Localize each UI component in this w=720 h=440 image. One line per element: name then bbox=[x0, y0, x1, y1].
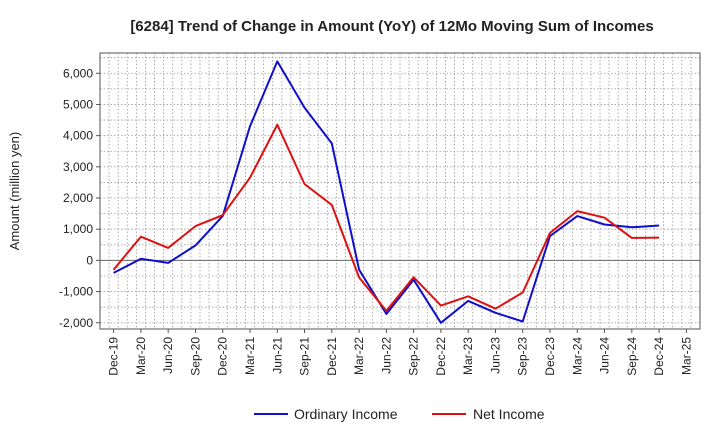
x-tick-label: Jun-20 bbox=[161, 337, 175, 374]
x-tick-label: Jun-21 bbox=[270, 337, 284, 374]
legend: Ordinary Income Net Income bbox=[254, 406, 545, 422]
x-tick-label: Dec-20 bbox=[216, 337, 230, 376]
x-tick-label: Sep-21 bbox=[298, 337, 312, 376]
legend-label-net-income: Net Income bbox=[473, 406, 545, 422]
gridlines bbox=[100, 53, 700, 329]
x-tick-label: Mar-20 bbox=[134, 337, 148, 375]
chart-title: [6284] Trend of Change in Amount (YoY) o… bbox=[130, 18, 653, 35]
x-tick-label: Sep-24 bbox=[625, 337, 639, 376]
x-tick-label: Jun-22 bbox=[379, 337, 393, 374]
x-tick-label: Mar-24 bbox=[570, 337, 584, 375]
y-tick-label: 5,000 bbox=[63, 97, 93, 111]
x-tick-label: Mar-25 bbox=[679, 337, 693, 375]
legend-label-ordinary-income: Ordinary Income bbox=[294, 406, 398, 422]
y-tick-label: -2,000 bbox=[59, 316, 93, 330]
x-axis-ticks: Dec-19 Mar-20 Jun-20 Sep-20 Dec-20 Mar-21 Jun-… bbox=[107, 329, 693, 376]
x-tick-label: Sep-23 bbox=[516, 337, 530, 376]
x-tick-label: Sep-20 bbox=[188, 337, 202, 376]
y-axis-ticks: -2,000 -1,000 0 1,000 2,000 3,000 4,000 5,000 6,… bbox=[59, 66, 100, 330]
x-tick-label: Jun-23 bbox=[488, 337, 502, 374]
x-tick-label: Jun-24 bbox=[598, 337, 612, 374]
x-tick-label: Mar-23 bbox=[461, 337, 475, 375]
y-tick-label: 0 bbox=[86, 253, 93, 267]
y-axis-label: Amount (million yen) bbox=[7, 132, 22, 251]
series-line-net-income bbox=[112, 123, 660, 312]
x-tick-label: Dec-21 bbox=[325, 337, 339, 376]
x-tick-label: Dec-22 bbox=[434, 337, 448, 376]
y-tick-label: 2,000 bbox=[63, 191, 93, 205]
y-tick-label: -1,000 bbox=[59, 285, 93, 299]
x-tick-label: Dec-19 bbox=[107, 337, 121, 376]
series-line-ordinary-income bbox=[113, 60, 660, 324]
x-tick-label: Sep-22 bbox=[407, 337, 421, 376]
y-tick-label: 1,000 bbox=[63, 222, 93, 236]
y-tick-label: 3,000 bbox=[63, 160, 93, 174]
x-tick-label: Dec-23 bbox=[543, 337, 557, 376]
y-tick-label: 4,000 bbox=[63, 129, 93, 143]
series-lines bbox=[112, 60, 660, 324]
x-tick-label: Mar-22 bbox=[352, 337, 366, 375]
plot-frame bbox=[99, 52, 701, 330]
x-tick-label: Mar-21 bbox=[243, 337, 257, 375]
x-tick-label: Dec-24 bbox=[652, 337, 666, 376]
y-tick-label: 6,000 bbox=[63, 66, 93, 80]
